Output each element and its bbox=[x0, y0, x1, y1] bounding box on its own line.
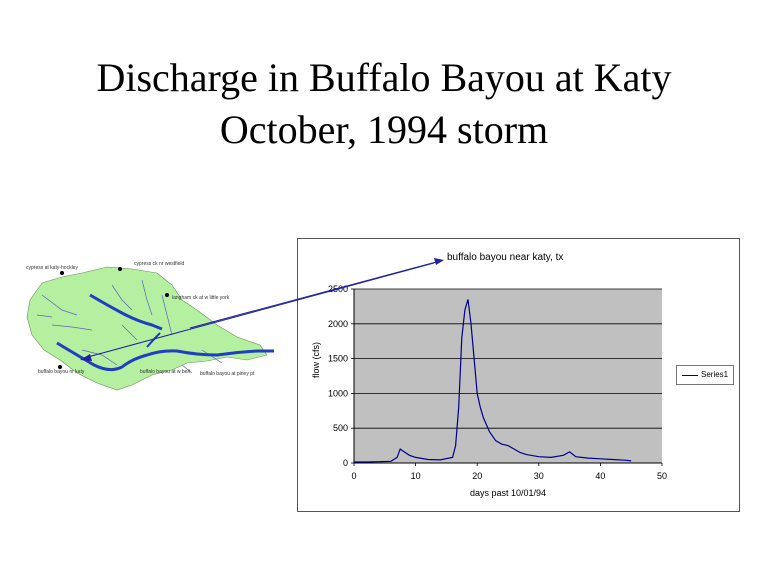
annotation-arrow-lower bbox=[83, 262, 435, 359]
x-tick-label: 30 bbox=[534, 471, 544, 481]
legend-label: Series1 bbox=[701, 370, 729, 379]
slide-title-line-1: Discharge in Buffalo Bayou at Katy bbox=[96, 55, 672, 100]
annotation-arrowhead-lower bbox=[80, 354, 92, 361]
map-label: buffalo bayou at w belt bbox=[140, 369, 190, 375]
annotation-arrowhead-upper bbox=[434, 258, 444, 265]
gage-marker bbox=[58, 365, 62, 369]
slide-title: Discharge in Buffalo Bayou at Katy Octob… bbox=[0, 52, 768, 156]
y-tick-label: 1000 bbox=[328, 388, 348, 398]
y-tick-label: 2000 bbox=[328, 319, 348, 329]
x-tick-label: 50 bbox=[657, 471, 667, 481]
x-tick-label: 0 bbox=[351, 471, 356, 481]
map-label: cypress ck nr westfield bbox=[134, 261, 185, 267]
x-axis-label: days past 10/01/94 bbox=[469, 488, 547, 498]
gage-marker bbox=[118, 267, 122, 271]
series-line bbox=[354, 299, 632, 463]
x-tick-label: 40 bbox=[595, 471, 605, 481]
map-label: cypress at katy-hockley bbox=[26, 265, 78, 271]
y-tick-label: 1500 bbox=[328, 354, 348, 364]
streams bbox=[36, 279, 223, 374]
slide-title-line-2: October, 1994 storm bbox=[219, 107, 549, 152]
legend: Series1 bbox=[676, 365, 734, 385]
map-label: buffalo bayou nr katy bbox=[38, 369, 85, 375]
x-tick-label: 10 bbox=[411, 471, 421, 481]
map-label: buffalo bayou at piney pt bbox=[200, 371, 255, 377]
plot-area bbox=[354, 289, 662, 463]
gage-marker bbox=[60, 271, 64, 275]
cypress-creek bbox=[89, 293, 163, 331]
map-label: langham ck at w little york bbox=[172, 295, 230, 301]
buffalo-bayou bbox=[56, 341, 274, 372]
y-tick-label: 500 bbox=[333, 423, 348, 433]
gage-marker bbox=[165, 293, 169, 297]
legend-swatch bbox=[682, 375, 698, 376]
chart-title: buffalo bayou near katy, tx bbox=[447, 252, 564, 263]
y-tick-label: 0 bbox=[343, 458, 348, 468]
x-tick-label: 20 bbox=[472, 471, 482, 481]
